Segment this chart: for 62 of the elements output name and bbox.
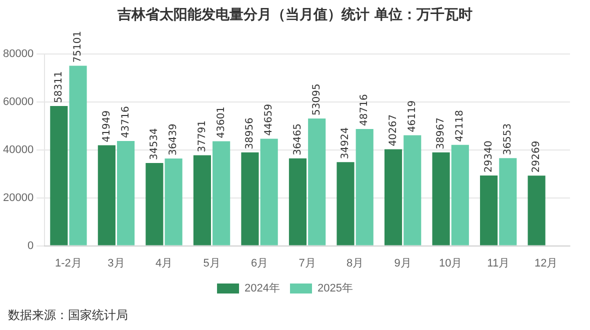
data-label: 29340 xyxy=(483,140,494,172)
bar xyxy=(260,138,278,246)
data-label: 58311 xyxy=(54,71,65,103)
x-tick-label: 7月 xyxy=(298,257,316,270)
x-tick-label: 9月 xyxy=(394,257,412,270)
data-label: 40267 xyxy=(388,114,399,146)
data-label: 34924 xyxy=(340,127,352,160)
bar xyxy=(432,152,450,246)
bar xyxy=(356,129,374,246)
data-label: 36553 xyxy=(502,123,514,156)
source-note: 数据来源：国家统计局 xyxy=(8,307,128,324)
bar xyxy=(308,118,326,246)
data-label: 36439 xyxy=(168,124,180,156)
y-tick-label: 80000 xyxy=(2,48,34,60)
bar xyxy=(69,66,87,246)
x-tick-label: 11月 xyxy=(487,257,510,270)
data-label: 46119 xyxy=(406,100,418,132)
bar xyxy=(451,144,469,246)
data-label: 29269 xyxy=(531,140,542,173)
y-tick-label: 40000 xyxy=(2,144,34,156)
x-tick-label: 6月 xyxy=(250,257,268,270)
data-label: 75101 xyxy=(72,30,84,63)
data-label: 37791 xyxy=(196,120,208,152)
y-tick-label: 0 xyxy=(27,240,34,252)
bar xyxy=(499,158,517,246)
bar xyxy=(480,175,498,246)
data-label: 48716 xyxy=(359,94,370,126)
legend-label: 2025年 xyxy=(318,282,353,295)
bar xyxy=(117,140,135,246)
y-tick-label: 60000 xyxy=(2,96,34,108)
data-label: 43601 xyxy=(216,106,227,138)
bar xyxy=(288,158,307,246)
data-label: 43716 xyxy=(120,106,132,138)
data-label: 38956 xyxy=(244,118,256,150)
legend-label: 2024年 xyxy=(244,282,280,295)
data-label: 42118 xyxy=(454,110,466,142)
bar xyxy=(50,106,68,246)
x-tick-label: 4月 xyxy=(155,257,173,270)
data-label: 36465 xyxy=(292,124,304,156)
bar xyxy=(528,176,546,246)
x-tick-label: 5月 xyxy=(203,257,220,270)
bar xyxy=(164,158,182,246)
bar xyxy=(384,149,402,246)
x-tick-label: 3月 xyxy=(108,257,125,270)
y-tick-label: 20000 xyxy=(2,192,34,204)
bar xyxy=(404,135,422,246)
data-label: 38967 xyxy=(436,118,447,150)
x-tick-label: 12月 xyxy=(534,257,558,270)
data-label: 53095 xyxy=(311,84,322,116)
data-label: 34534 xyxy=(149,128,160,160)
bar xyxy=(193,155,211,246)
bar xyxy=(146,163,164,246)
bar xyxy=(98,145,116,246)
bar xyxy=(241,152,259,246)
data-label: 44659 xyxy=(264,104,275,136)
x-tick-label: 8月 xyxy=(346,257,364,270)
data-label: 41949 xyxy=(101,110,112,142)
x-tick-label: 10月 xyxy=(438,257,462,270)
chart-title: 吉林省太阳能发电量分月（当月值）统计 单位：万千瓦时 xyxy=(116,6,474,24)
bar xyxy=(212,141,230,246)
x-tick-label: 1-2月 xyxy=(55,257,82,270)
bar xyxy=(336,162,354,246)
